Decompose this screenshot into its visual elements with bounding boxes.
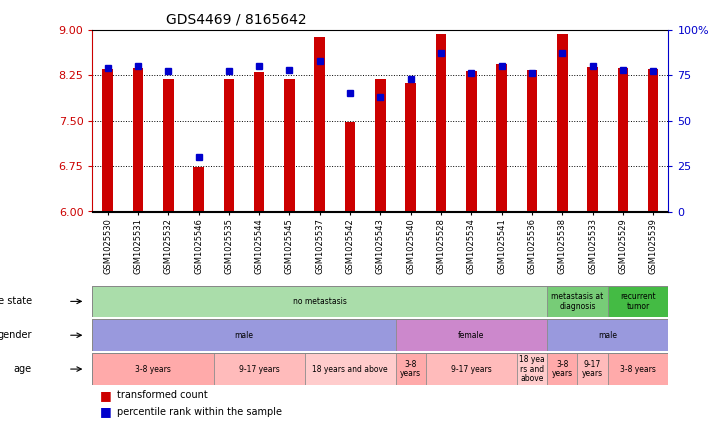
Bar <box>436 34 447 212</box>
Bar <box>193 167 204 212</box>
Text: male: male <box>235 331 254 340</box>
Bar <box>395 319 547 351</box>
Bar <box>517 353 547 385</box>
Bar <box>608 353 668 385</box>
Text: 3-8
years: 3-8 years <box>400 360 421 379</box>
Bar <box>496 64 507 211</box>
Bar <box>608 286 668 317</box>
Bar <box>214 353 304 385</box>
Text: ■: ■ <box>100 389 112 401</box>
Text: ■: ■ <box>100 406 112 418</box>
Bar <box>92 353 214 385</box>
Bar <box>163 80 173 212</box>
Bar <box>648 69 658 212</box>
Bar <box>314 38 325 212</box>
Bar <box>284 80 295 212</box>
Text: female: female <box>458 331 484 340</box>
Bar <box>395 353 426 385</box>
Bar <box>304 353 395 385</box>
Bar <box>132 68 143 212</box>
Bar <box>547 353 577 385</box>
Text: 18 years and above: 18 years and above <box>312 365 388 374</box>
Text: gender: gender <box>0 330 32 340</box>
Text: no metastasis: no metastasis <box>293 297 347 306</box>
Bar <box>223 79 234 212</box>
Text: male: male <box>598 331 617 340</box>
Text: GDS4469 / 8165642: GDS4469 / 8165642 <box>166 13 306 27</box>
Bar <box>547 286 608 317</box>
Bar <box>405 83 416 212</box>
Text: 3-8
years: 3-8 years <box>552 360 573 379</box>
Bar <box>547 319 668 351</box>
Text: 9-17 years: 9-17 years <box>451 365 492 374</box>
Bar <box>92 286 547 317</box>
Bar <box>587 67 598 212</box>
Text: 18 yea
rs and
above: 18 yea rs and above <box>519 355 545 383</box>
Bar <box>466 71 476 212</box>
Bar <box>102 69 113 212</box>
Text: 9-17
years: 9-17 years <box>582 360 603 379</box>
Bar <box>577 353 608 385</box>
Bar <box>345 122 356 212</box>
Bar <box>426 353 517 385</box>
Text: metastasis at
diagnosis: metastasis at diagnosis <box>551 292 604 311</box>
Text: 3-8 years: 3-8 years <box>135 365 171 374</box>
Bar <box>527 70 538 212</box>
Bar <box>618 68 629 212</box>
Bar <box>254 72 264 212</box>
Bar <box>92 319 395 351</box>
Bar <box>375 80 385 212</box>
Bar <box>557 34 567 212</box>
Text: disease state: disease state <box>0 297 32 306</box>
Text: percentile rank within the sample: percentile rank within the sample <box>117 407 282 417</box>
Text: 9-17 years: 9-17 years <box>239 365 279 374</box>
Text: transformed count: transformed count <box>117 390 208 400</box>
Text: recurrent
tumor: recurrent tumor <box>620 292 656 311</box>
Text: 3-8 years: 3-8 years <box>620 365 656 374</box>
Text: age: age <box>14 364 32 374</box>
